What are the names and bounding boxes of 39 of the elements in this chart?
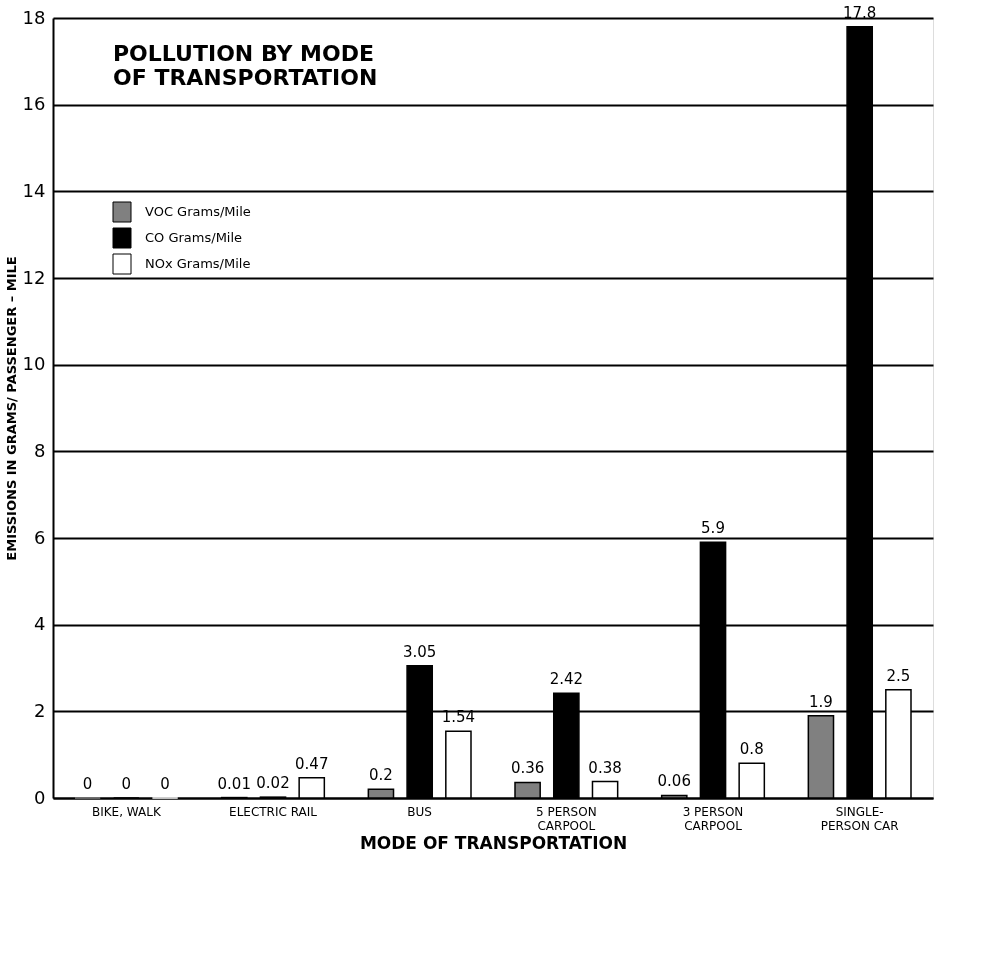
x-tick-label: 3 PERSON CARPOOL — [682, 804, 744, 833]
data-label: 0 — [121, 775, 132, 793]
y-tick-label: 8 — [34, 439, 46, 461]
data-label: 0.06 — [657, 772, 691, 791]
legend-label: CO Grams/Mile — [145, 230, 243, 245]
x-tick-label: BUS — [407, 804, 432, 819]
data-label: 0.36 — [510, 759, 545, 778]
data-label: 0 — [82, 775, 93, 793]
data-label: 17.8 — [842, 3, 877, 22]
data-label: 1.9 — [808, 692, 833, 711]
x-axis-title: MODE OF TRANSPORTATION — [359, 832, 628, 853]
x-tick-label: 5 PERSON CARPOOL — [536, 804, 597, 833]
data-label: 0.38 — [588, 758, 622, 777]
y-tick-label: 10 — [22, 353, 46, 375]
y-tick-label: 2 — [34, 699, 46, 721]
data-label: 2.42 — [549, 670, 584, 689]
y-tick-label: 14 — [22, 179, 46, 201]
data-label: 0.02 — [256, 774, 290, 793]
legend-label: NOx Grams/Mile — [145, 256, 251, 271]
data-label: 2.5 — [886, 666, 911, 685]
x-tick-label: SINGLE- PERSON CAR — [820, 804, 899, 833]
data-label: 0.8 — [739, 740, 764, 759]
y-tick-label: 12 — [22, 266, 46, 288]
y-axis-title: EMISSIONS IN GRAMS/ PASSENGER – MILE — [3, 256, 19, 561]
y-tick-label: 16 — [22, 93, 46, 115]
y-tick-label: 18 — [22, 6, 46, 28]
y-tick-label: 6 — [34, 526, 46, 548]
data-label: 5.9 — [701, 519, 725, 538]
y-tick-label: 0 — [34, 786, 46, 808]
data-label: 0.01 — [217, 774, 251, 793]
text: POLLUTION BY MODE OF TRANSPORTATION — [113, 41, 378, 90]
data-label: 0.2 — [368, 766, 393, 785]
y-tick-label: 4 — [34, 613, 46, 635]
data-label: 3.05 — [402, 642, 437, 661]
data-label: 0 — [160, 775, 170, 793]
legend-label: VOC Grams/Mile — [145, 204, 251, 219]
x-tick-label: BIKE, WALK — [91, 804, 162, 819]
data-label: 0.47 — [295, 754, 329, 773]
x-tick-label: ELECTRIC RAIL — [229, 804, 318, 819]
